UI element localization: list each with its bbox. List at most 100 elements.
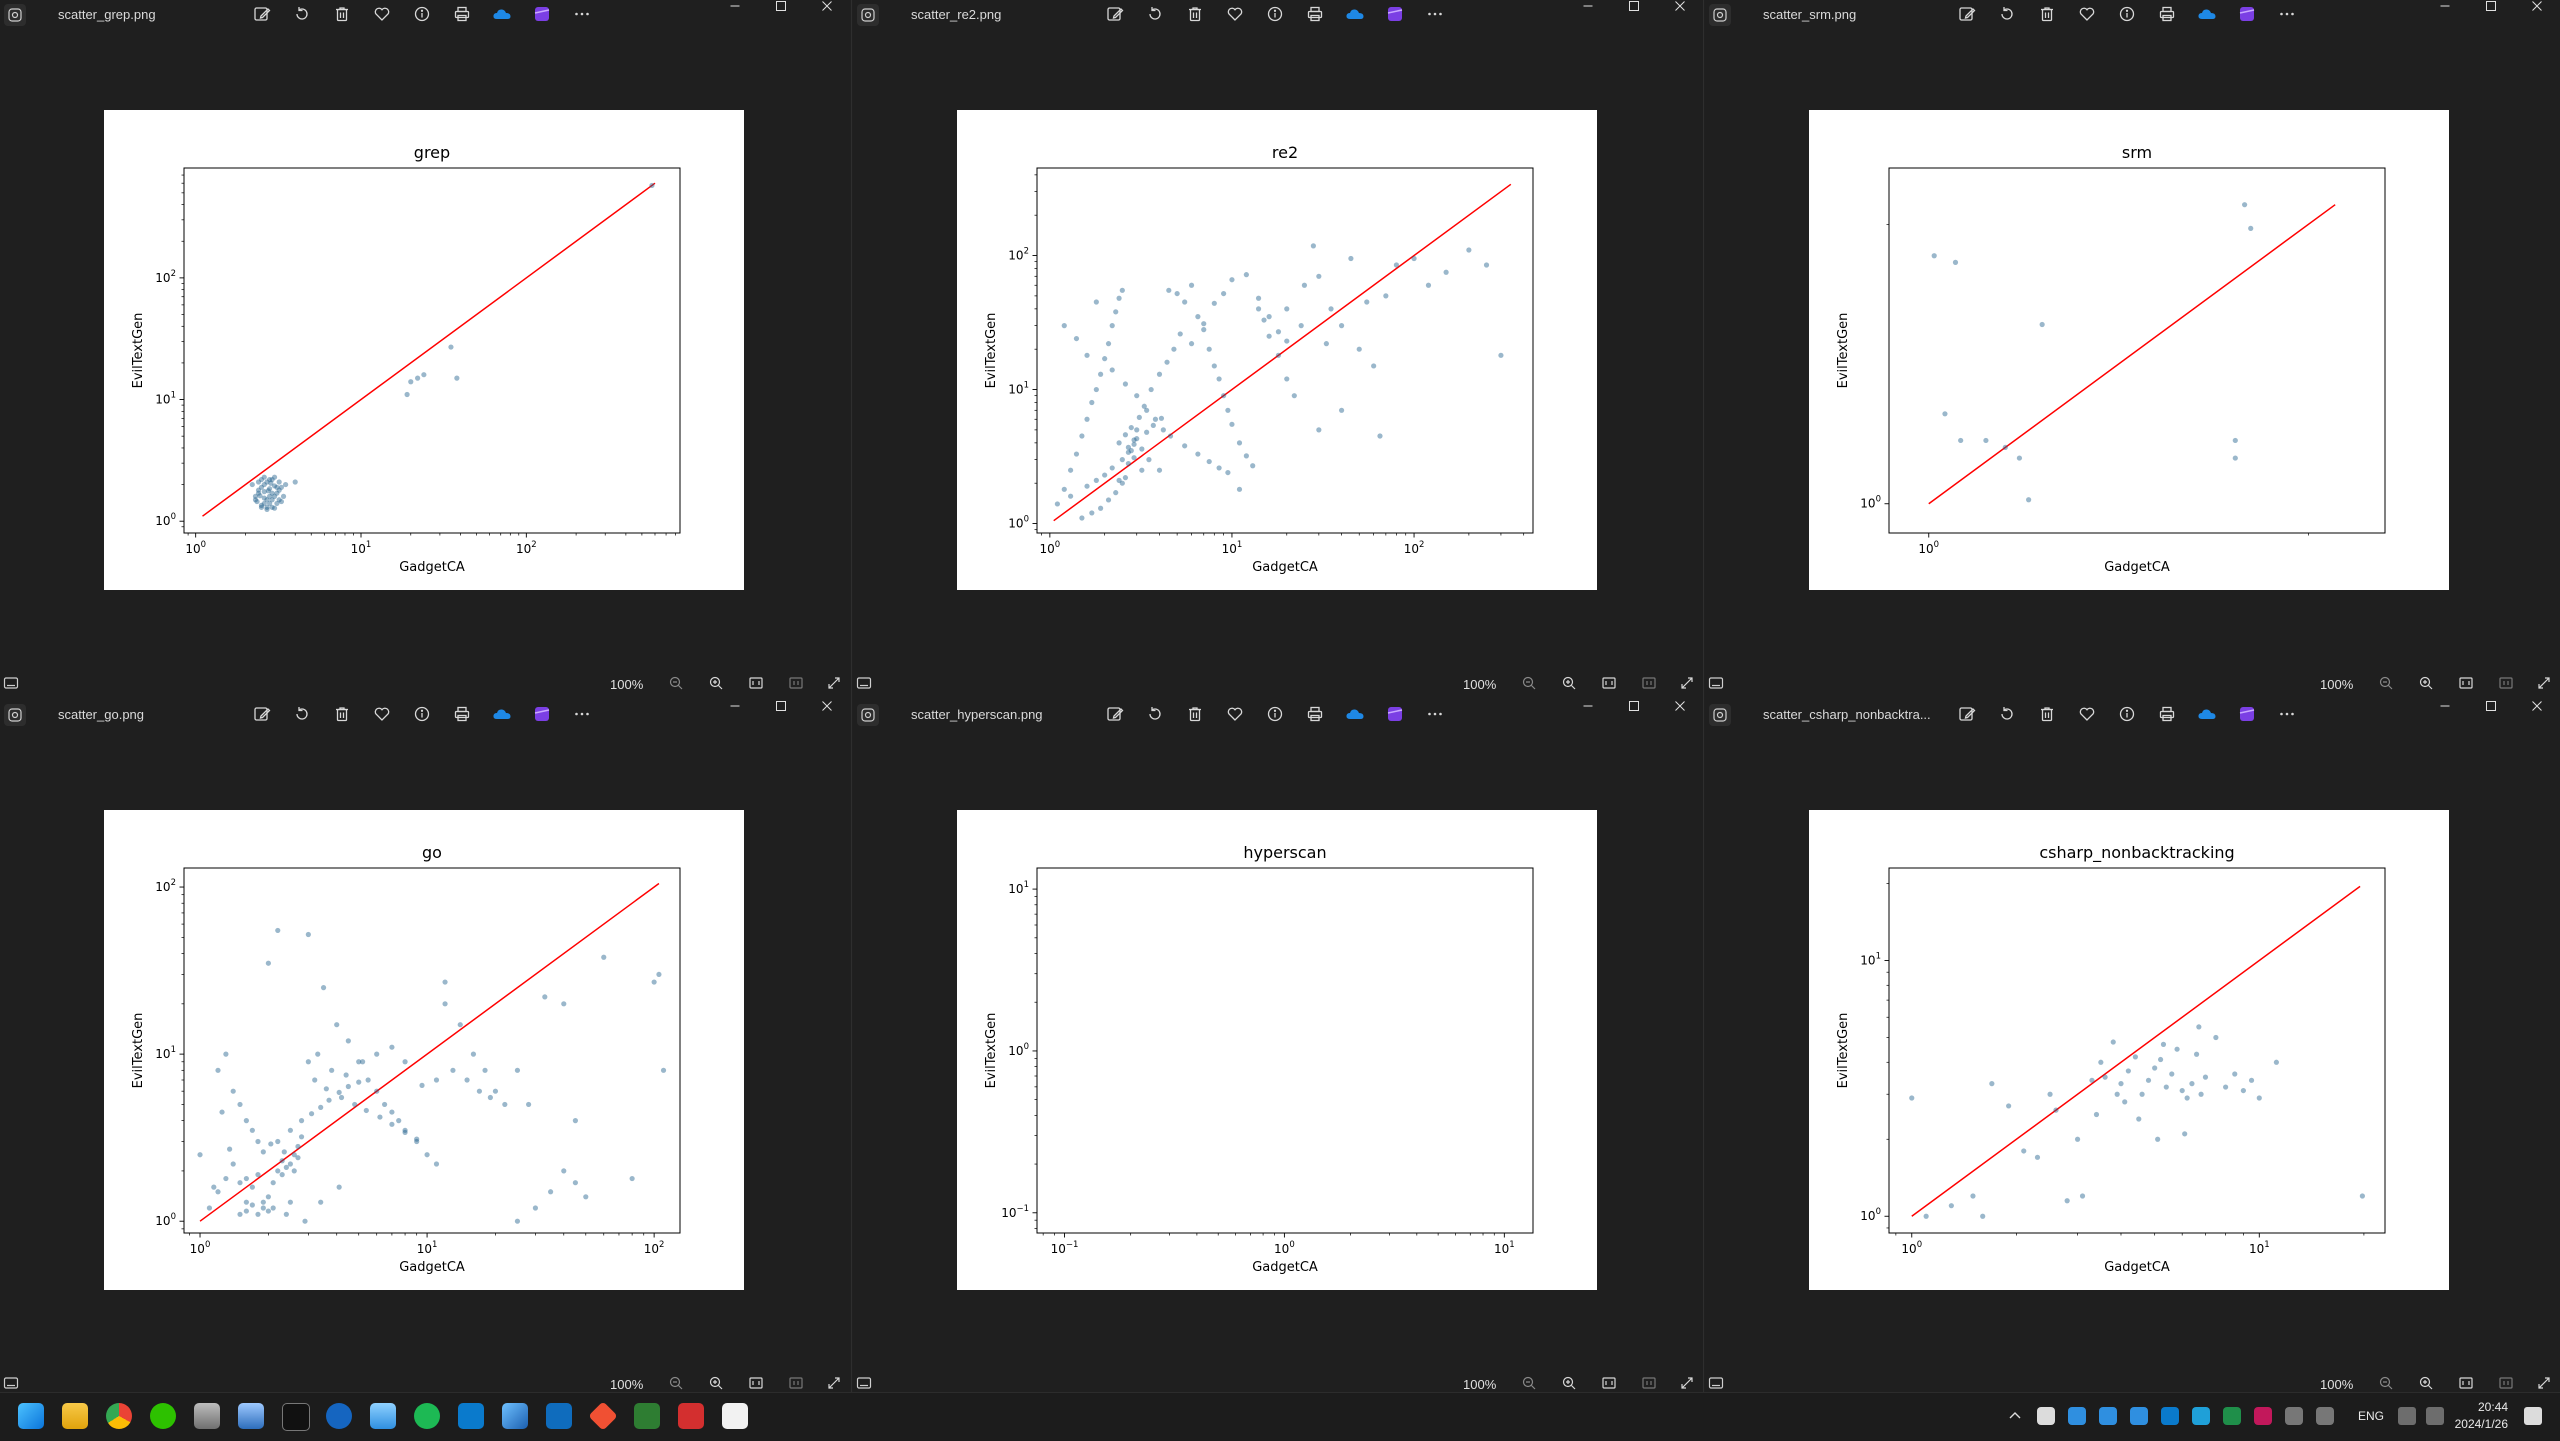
delete-button[interactable] <box>1181 703 1209 729</box>
favorite-button[interactable] <box>1221 703 1249 729</box>
more-button[interactable] <box>1421 703 1449 729</box>
zoom-out-button[interactable] <box>665 1374 687 1396</box>
print-button[interactable] <box>448 703 476 729</box>
zoom-out-button[interactable] <box>1518 674 1540 696</box>
info-button[interactable] <box>408 3 436 29</box>
fullscreen-button[interactable] <box>823 674 845 696</box>
favorite-button[interactable] <box>368 3 396 29</box>
info-button[interactable] <box>408 703 436 729</box>
git-icon[interactable] <box>588 1401 618 1431</box>
weather-icon[interactable] <box>2037 1407 2055 1425</box>
rotate-button[interactable] <box>1141 703 1169 729</box>
maximize-button[interactable] <box>2468 0 2514 16</box>
edit-button[interactable] <box>1953 703 1981 729</box>
minimize-button[interactable] <box>2422 700 2468 716</box>
image-canvas[interactable]: re2 100 101 102 100 101 102 GadgetCA EvilTextGen <box>957 110 1597 590</box>
chrome-icon[interactable] <box>106 1403 132 1429</box>
media-tray-icon[interactable] <box>2254 1407 2272 1425</box>
zoom-in-button[interactable] <box>2415 1374 2437 1396</box>
maximize-button[interactable] <box>1611 700 1657 716</box>
monitor-tray-icon[interactable] <box>2316 1407 2334 1425</box>
more-button[interactable] <box>2273 703 2301 729</box>
title-bar[interactable]: scatter_re2.png <box>853 0 1703 32</box>
onedrive-button[interactable] <box>2193 703 2221 729</box>
title-bar[interactable]: scatter_hyperscan.png <box>853 700 1703 732</box>
rotate-button[interactable] <box>288 703 316 729</box>
notepad-icon[interactable] <box>370 1403 396 1429</box>
rotate-button[interactable] <box>288 3 316 29</box>
edit-button[interactable] <box>1101 703 1129 729</box>
zoom-in-button[interactable] <box>705 1374 727 1396</box>
clipchamp-button[interactable] <box>2233 3 2261 29</box>
minimize-button[interactable] <box>2422 0 2468 16</box>
info-button[interactable] <box>2113 3 2141 29</box>
pdf-icon[interactable] <box>678 1403 704 1429</box>
system-clock[interactable]: 20:44 2024/1/26 <box>2455 1399 2508 1433</box>
more-button[interactable] <box>568 703 596 729</box>
favorite-button[interactable] <box>1221 3 1249 29</box>
vscode-icon[interactable] <box>458 1403 484 1429</box>
maximize-button[interactable] <box>758 0 804 16</box>
fullscreen-button[interactable] <box>1676 1374 1698 1396</box>
onedrive-button[interactable] <box>488 703 516 729</box>
info-button[interactable] <box>2113 703 2141 729</box>
database-icon[interactable] <box>194 1403 220 1429</box>
fullscreen-button[interactable] <box>1676 674 1698 696</box>
favorite-button[interactable] <box>2073 3 2101 29</box>
actual-size-button[interactable] <box>2495 674 2517 696</box>
filmstrip-button[interactable] <box>0 674 22 696</box>
bluetooth-app-icon[interactable] <box>326 1403 352 1429</box>
filmstrip-button[interactable] <box>1705 1374 1727 1396</box>
fit-to-window-button[interactable] <box>1598 1374 1620 1396</box>
image-canvas[interactable]: grep 100 101 102 100 101 102 GadgetCA EvilTextGe… <box>104 110 744 590</box>
close-button[interactable] <box>804 700 850 716</box>
fit-to-window-button[interactable] <box>745 674 767 696</box>
photo-editor-icon[interactable] <box>502 1403 528 1429</box>
clipchamp-button[interactable] <box>528 3 556 29</box>
minimize-button[interactable] <box>712 0 758 16</box>
actual-size-button[interactable] <box>1638 1374 1660 1396</box>
clipchamp-button[interactable] <box>1381 703 1409 729</box>
app-tray-icon[interactable] <box>2285 1407 2303 1425</box>
print-button[interactable] <box>1301 703 1329 729</box>
start-icon[interactable] <box>18 1403 44 1429</box>
actual-size-button[interactable] <box>785 674 807 696</box>
print-button[interactable] <box>448 3 476 29</box>
close-button[interactable] <box>1657 0 1703 16</box>
maximize-button[interactable] <box>1611 0 1657 16</box>
image-canvas[interactable]: srm 100 100 GadgetCA EvilTextGen <box>1809 110 2449 590</box>
minimize-button[interactable] <box>1565 700 1611 716</box>
print-button[interactable] <box>2153 3 2181 29</box>
maximize-button[interactable] <box>2468 700 2514 716</box>
more-button[interactable] <box>2273 3 2301 29</box>
favorite-button[interactable] <box>368 703 396 729</box>
input-language[interactable]: ENG <box>2358 1409 2385 1423</box>
zoom-out-button[interactable] <box>2375 1374 2397 1396</box>
edit-button[interactable] <box>1101 3 1129 29</box>
filmstrip-button[interactable] <box>0 1374 22 1396</box>
fullscreen-button[interactable] <box>2533 1374 2555 1396</box>
fit-to-window-button[interactable] <box>745 1374 767 1396</box>
filmstrip-button[interactable] <box>853 1374 875 1396</box>
title-bar[interactable]: scatter_csharp_nonbacktra... <box>1705 700 2560 732</box>
edit-button[interactable] <box>248 3 276 29</box>
close-button[interactable] <box>2514 700 2560 716</box>
delete-button[interactable] <box>328 703 356 729</box>
clipchamp-button[interactable] <box>1381 3 1409 29</box>
filmstrip-button[interactable] <box>1705 674 1727 696</box>
network-icon[interactable] <box>2398 1407 2416 1425</box>
info-button[interactable] <box>1261 703 1289 729</box>
print-button[interactable] <box>2153 703 2181 729</box>
onedrive-tray-icon[interactable] <box>2068 1407 2086 1425</box>
onedrive-tray-icon[interactable] <box>2099 1407 2117 1425</box>
wechat-icon[interactable] <box>150 1403 176 1429</box>
close-button[interactable] <box>2514 0 2560 16</box>
title-bar[interactable]: scatter_go.png <box>0 700 850 732</box>
zoom-out-button[interactable] <box>1518 1374 1540 1396</box>
zoom-out-button[interactable] <box>665 674 687 696</box>
edit-button[interactable] <box>248 703 276 729</box>
edge-tray-icon[interactable] <box>2192 1407 2210 1425</box>
minimize-button[interactable] <box>1565 0 1611 16</box>
image-canvas[interactable]: go 100 101 102 100 101 102 GadgetCA EvilTextGen <box>104 810 744 1290</box>
close-button[interactable] <box>1657 700 1703 716</box>
